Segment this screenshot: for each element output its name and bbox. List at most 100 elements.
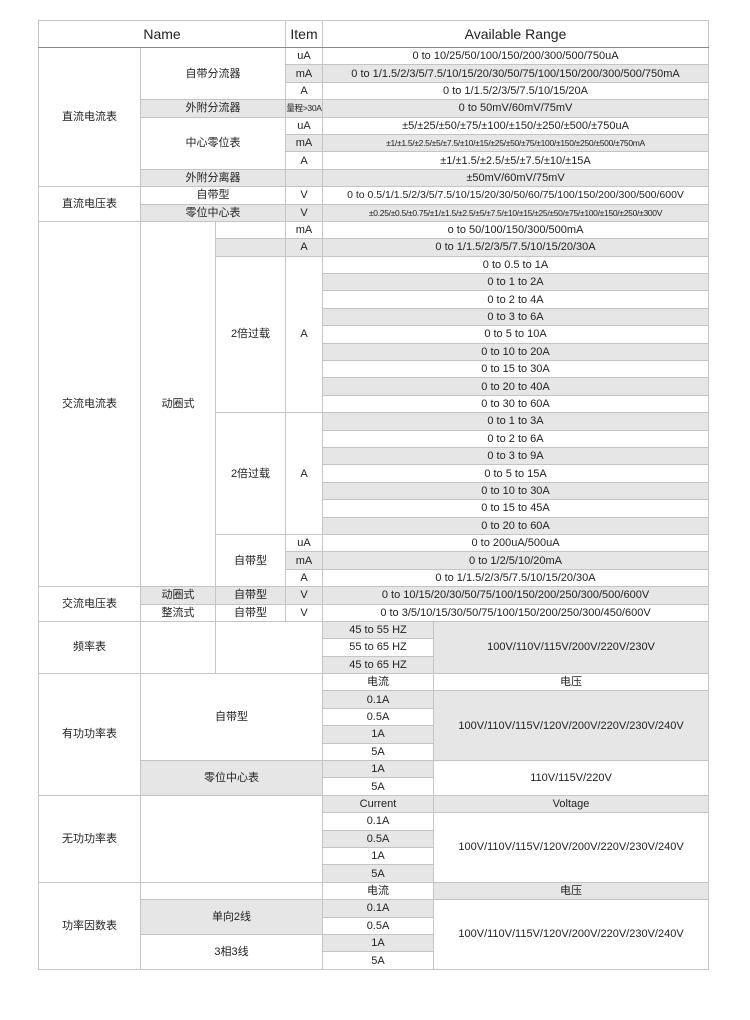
item-cell: A bbox=[285, 238, 324, 257]
table-row: A 0 to 1/1.5/2/3/5/7.5/10/15/20/30A bbox=[39, 568, 710, 588]
range-cell: 0 to 20 to 60A bbox=[322, 516, 710, 535]
table-row: 0 to 10 to 30A bbox=[39, 481, 710, 501]
empty-cell bbox=[139, 794, 324, 883]
range-cell: 0 to 1/1.5/2/3/5/7.5/10/15/20/30A bbox=[322, 238, 710, 257]
header-row: Name Item Available Range bbox=[37, 20, 710, 48]
table-row: 0.5A bbox=[39, 829, 709, 848]
current-cell: 0.5A bbox=[322, 916, 435, 935]
range-cell: 0 to 10 to 20A bbox=[322, 342, 710, 362]
range-cell: 0 to 50mV/60mV/75mV bbox=[322, 99, 710, 118]
table-row: 直流电流表 自带分流器 uA 0 to 10/25/50/100/150/200… bbox=[38, 46, 710, 188]
current-cell: 5A bbox=[322, 777, 435, 796]
item-cell: V bbox=[285, 586, 324, 605]
range-cell: 0 to 1 to 3A bbox=[322, 412, 710, 431]
frequency-cell: 45 to 55 HZ bbox=[322, 620, 435, 640]
range-cell: ±50mV/60mV/75mV bbox=[322, 168, 710, 188]
table-row: 0 to 2 to 6A bbox=[39, 429, 710, 448]
range-cell: 0 to 2 to 4A bbox=[322, 290, 710, 309]
range-cell: ±1/±1.5/±2.5/±5/±7.5/±10/±15/±25/±50/±75… bbox=[322, 133, 710, 153]
range-cell: 0 to 1/1.5/2/3/5/7.5/10/15/20/30/50/75/1… bbox=[322, 64, 710, 83]
range-cell: 0 to 10/15/20/30/50/75/100/150/200/250/3… bbox=[322, 586, 710, 605]
dc-ammeter-label: 直流电流表 bbox=[38, 46, 141, 188]
range-cell: o to 50/100/150/300/500mA bbox=[322, 220, 710, 240]
frequency-cell: 55 to 65 HZ bbox=[322, 638, 435, 657]
table-row: A 0 to 1/1.5/2/3/5/7.5/10/15/20/30A bbox=[39, 238, 710, 257]
overload-label: 2倍过载 bbox=[214, 255, 287, 414]
voltage-cell: 110V/115V/220V bbox=[433, 760, 710, 796]
table-row: 整流式 自带型 V 0 to 3/5/10/15/30/50/75/100/15… bbox=[39, 603, 710, 622]
item-cell: mA bbox=[285, 551, 324, 570]
item-cell: uA bbox=[285, 116, 324, 135]
range-cell: ±5/±25/±50/±75/±100/±150/±250/±500/±750u… bbox=[322, 116, 710, 135]
builtin-label: 自带型 bbox=[139, 673, 324, 762]
current-cell: 0.1A bbox=[322, 690, 435, 709]
table-row: 频率表 45 to 55 HZ 100V/110V/115V/200V/220V… bbox=[38, 620, 710, 675]
current-cell: 1A bbox=[322, 725, 435, 744]
current-cell: 0.5A bbox=[322, 829, 435, 848]
current-cell: 5A bbox=[322, 864, 435, 883]
item-cell: A bbox=[285, 568, 324, 588]
item-cell: mA bbox=[285, 64, 324, 83]
current-header: 电流 bbox=[322, 673, 435, 692]
table-row: 交流电流表 动圈式 mA o to 50/100/150/300/500mA bbox=[38, 220, 710, 588]
current-cell: 0.5A bbox=[322, 707, 435, 727]
item-cell: A bbox=[285, 81, 324, 101]
item-cell: A bbox=[285, 255, 324, 414]
external-divider-label: 外附分离器 bbox=[139, 168, 287, 188]
range-cell: ±1/±1.5/±2.5/±5/±7.5/±10/±15A bbox=[322, 151, 710, 170]
type-label: 自带型 bbox=[139, 186, 287, 205]
range-cell: 0 to 5 to 10A bbox=[322, 325, 710, 344]
builtin-shunt-label: 自带分流器 bbox=[139, 46, 287, 101]
table-row: 中心零位表 uA ±5/±25/±50/±75/±100/±150/±250/±… bbox=[39, 116, 710, 170]
table-row: 5A bbox=[39, 951, 709, 970]
ac-ammeter-label: 交流电流表 bbox=[38, 220, 141, 588]
header-item: Item bbox=[285, 20, 324, 48]
current-cell: 5A bbox=[322, 742, 435, 762]
item-cell: A bbox=[285, 151, 324, 170]
range-cell: 0 to 0.5/1/1.5/2/3/5/7.5/10/15/20/30/50/… bbox=[322, 186, 710, 205]
table-row: 3相3线 1A bbox=[39, 933, 709, 970]
range-cell: 0 to 1/1.5/2/3/5/7.5/10/15/20A bbox=[322, 81, 710, 101]
empty-cell bbox=[214, 620, 324, 675]
range-cell: 0 to 2 to 6A bbox=[322, 429, 710, 448]
table-row: 5A bbox=[39, 864, 709, 883]
current-cell: 1A bbox=[322, 933, 435, 953]
empty-cell bbox=[139, 881, 324, 901]
table-row: 直流电压表 自带型 V 0 to 0.5/1/1.5/2/3/5/7.5/10/… bbox=[38, 186, 710, 222]
table-row: 零位中心表 1A 110V/115V/220V bbox=[39, 760, 710, 796]
item-cell: uA bbox=[285, 533, 324, 553]
reactive-power-label: 无功功率表 bbox=[38, 794, 141, 883]
item-cell: A bbox=[285, 412, 324, 535]
external-shunt-label: 外附分流器 bbox=[139, 99, 287, 118]
type-label: 整流式 bbox=[140, 603, 216, 622]
three-phase-label: 3相3线 bbox=[139, 933, 324, 970]
item-cell: V bbox=[285, 186, 324, 205]
center-zero-label: 中心零位表 bbox=[139, 116, 287, 170]
table-row: mA ±1/±1.5/±2.5/±5/±7.5/±10/±15/±25/±50/… bbox=[39, 133, 710, 153]
current-cell: 1A bbox=[322, 760, 435, 779]
table-row: 0 to 5 to 15A bbox=[39, 464, 710, 483]
power-factor-label: 功率因数表 bbox=[38, 881, 141, 970]
current-header: Current bbox=[322, 794, 435, 814]
voltage-header: 电压 bbox=[433, 881, 710, 901]
current-cell: 5A bbox=[322, 951, 435, 970]
range-cell: 0 to 5 to 15A bbox=[322, 464, 710, 483]
table-row: 0.1A 100V/110V/115V/120V/200V/220V/230V/… bbox=[39, 812, 710, 883]
voltage-header: 电压 bbox=[433, 673, 710, 692]
table-row: 单向2线 0.1A 100V/110V/115V/120V/200V/220V/… bbox=[39, 899, 710, 970]
table-row: 有功功率表 自带型 电流 电压 bbox=[38, 673, 710, 796]
table-row: 零位中心表 V ±0.25/±0.5/±0.75/±1/±1.5/±2.5/±5… bbox=[39, 203, 710, 222]
sub-label: 自带型 bbox=[214, 586, 287, 605]
current-cell: 0.1A bbox=[322, 812, 435, 831]
type-label: 零位中心表 bbox=[139, 203, 287, 222]
item-cell: 量程>30A bbox=[285, 99, 324, 118]
current-header: 电流 bbox=[322, 881, 435, 901]
table-row: 55 to 65 HZ bbox=[39, 638, 709, 657]
type-label: 动圈式 bbox=[140, 586, 216, 605]
range-cell: 0 to 3/5/10/15/30/50/75/100/150/200/250/… bbox=[322, 603, 710, 622]
table-row: 无功功率表 Current Voltage bbox=[38, 794, 710, 883]
table-row: 0 to 3 to 9A bbox=[39, 446, 710, 466]
dc-voltmeter-label: 直流电压表 bbox=[38, 186, 141, 222]
table-row: 0.1A 100V/110V/115V/120V/200V/220V/230V/… bbox=[39, 690, 710, 762]
item-cell: mA bbox=[285, 133, 324, 153]
